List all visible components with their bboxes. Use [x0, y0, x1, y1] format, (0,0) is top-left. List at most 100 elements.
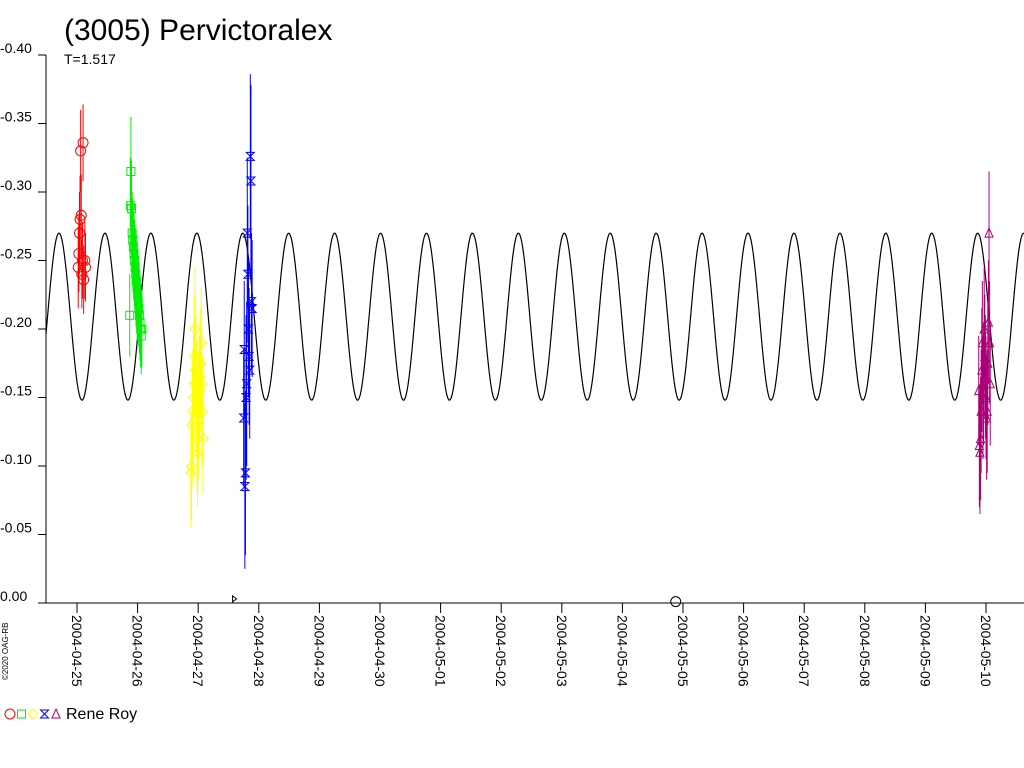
x-tick-label: 2004-05-05: [675, 615, 691, 687]
point-diamond: [27, 708, 39, 720]
point-hourglass: [246, 303, 258, 313]
point-diamond: [194, 371, 206, 383]
point-square: [125, 201, 135, 211]
x-tick-label: 2004-05-10: [978, 615, 994, 687]
point-diamond: [196, 378, 208, 390]
point-triangle: [975, 446, 985, 457]
point-triangle: [983, 315, 994, 327]
point-triangle-right: [232, 594, 238, 603]
x-tick-label: 2004-05-09: [917, 615, 933, 687]
data-points: [72, 74, 996, 608]
point-diamond: [191, 446, 204, 459]
point-square: [136, 331, 146, 341]
point-square: [130, 262, 140, 272]
x-tick-label: 2004-04-26: [130, 615, 146, 687]
legend-observer-label: Rene Roy: [66, 706, 137, 723]
point-square: [134, 303, 144, 313]
point-hourglass: [242, 269, 254, 279]
point-hourglass: [245, 176, 257, 186]
point-triangle: [981, 411, 992, 423]
point-hourglass: [39, 709, 50, 719]
point-square: [127, 203, 137, 213]
point-diamond: [194, 357, 207, 369]
x-tick-label: 2004-04-30: [372, 615, 388, 687]
point-circle: [79, 261, 91, 273]
point-square: [125, 310, 135, 320]
point-circle: [74, 213, 86, 225]
point-circle: [77, 137, 89, 149]
x-tick-label: 2004-04-28: [251, 615, 267, 687]
point-hourglass: [240, 393, 252, 402]
point-triangle: [982, 404, 992, 416]
point-diamond: [185, 460, 198, 472]
x-tick-label: 2004-05-04: [614, 615, 630, 687]
point-hourglass: [245, 151, 256, 161]
point-square: [134, 310, 144, 320]
point-triangle: [984, 336, 995, 348]
point-hourglass: [240, 468, 251, 478]
point-circle: [75, 145, 87, 157]
x-tick-label: 2004-04-29: [311, 615, 327, 687]
point-circle: [79, 255, 91, 266]
point-diamond: [196, 405, 209, 417]
point-diamond: [197, 432, 209, 445]
legend: Rene Roy: [4, 706, 137, 723]
point-triangle: [979, 322, 989, 334]
point-hourglass: [243, 351, 255, 361]
point-circle: [670, 596, 682, 608]
point-triangle: [985, 377, 996, 389]
series-2: [125, 116, 147, 375]
point-diamond: [188, 378, 200, 390]
point-circle: [76, 255, 88, 266]
series-3: [185, 267, 209, 528]
y-tick-label: -0.10: [0, 451, 32, 467]
point-circle: [78, 274, 90, 286]
point-square: [128, 235, 138, 245]
point-square: [129, 249, 139, 259]
y-tick-label: -0.15: [0, 383, 32, 399]
series-4: [238, 74, 258, 569]
chart-title: (3005) Pervictoralex: [64, 14, 332, 47]
y-tick-label: 0.00: [0, 588, 27, 604]
copyright-label: ©2020 OAG-RB: [1, 623, 10, 680]
point-square: [17, 709, 26, 719]
x-tick-label: 2004-05-07: [796, 615, 812, 687]
point-square: [131, 269, 141, 279]
y-tick-label: -0.20: [0, 314, 32, 330]
x-tick-label: 2004-05-02: [493, 615, 509, 687]
point-square: [128, 242, 138, 252]
y-tick-label: -0.05: [0, 520, 32, 536]
point-square: [135, 317, 145, 327]
y-tick-label: -0.40: [0, 40, 32, 56]
x-tick-label: 2004-04-27: [190, 615, 206, 687]
point-square: [127, 228, 137, 238]
point-hourglass: [242, 228, 253, 238]
point-circle: [4, 708, 16, 720]
point-square: [132, 283, 142, 293]
point-diamond: [188, 350, 201, 363]
y-tick-label: -0.30: [0, 177, 32, 193]
point-diamond: [195, 336, 207, 349]
y-tick-label: -0.35: [0, 109, 32, 125]
x-tick-label: 2004-05-03: [554, 615, 570, 687]
point-square: [131, 276, 141, 286]
point-triangle: [984, 226, 994, 238]
point-square: [130, 256, 140, 265]
point-circle: [76, 268, 88, 280]
legend-markers: [4, 707, 61, 720]
x-tick-label: 2004-04-25: [69, 615, 85, 687]
chart-subtitle: T=1.517: [64, 51, 116, 67]
series-5: [973, 171, 996, 514]
x-tick-label: 2004-05-01: [433, 615, 449, 687]
point-hourglass: [246, 297, 257, 307]
fit-curve-group: [45, 232, 1024, 401]
y-tick-label: -0.25: [0, 246, 32, 262]
x-tick-label: 2004-05-06: [736, 615, 752, 687]
point-triangle: [51, 707, 61, 719]
fit-curve: [45, 232, 1024, 401]
point-circle: [75, 209, 87, 221]
point-diamond: [189, 323, 201, 335]
x-tick-label: 2004-05-08: [857, 615, 873, 687]
point-hourglass: [239, 482, 251, 492]
